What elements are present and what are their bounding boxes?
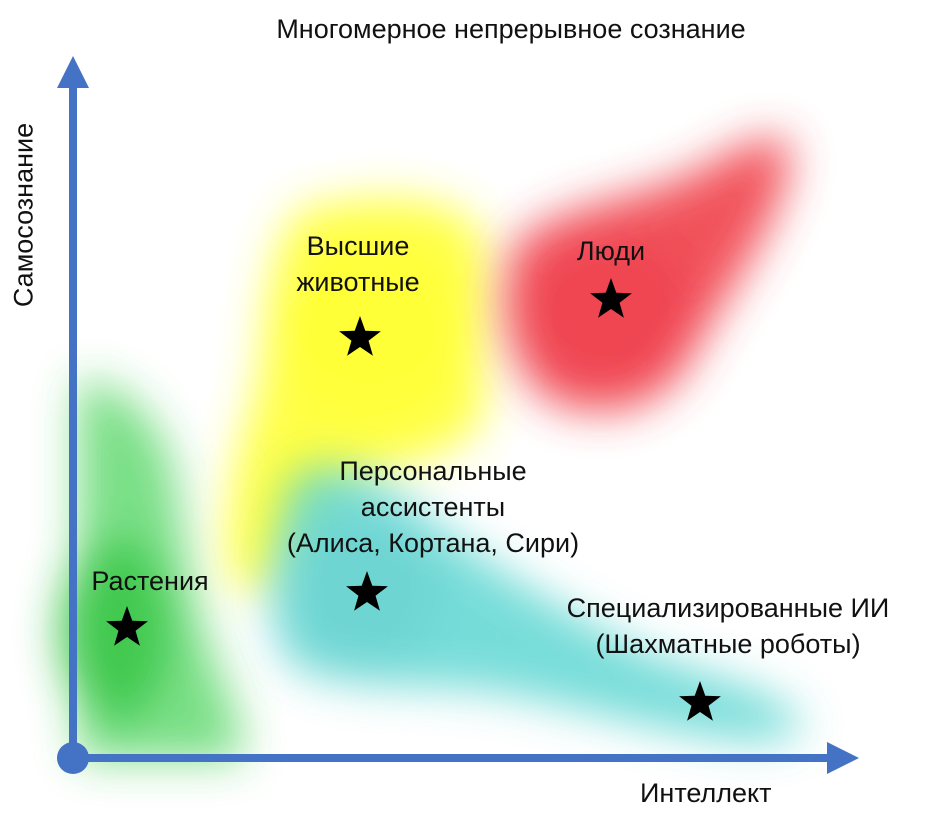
star-special-ai-icon <box>679 681 721 721</box>
label-humans-line-1: Люди <box>576 236 646 266</box>
label-special-ai-line-1: Специализированные ИИ <box>566 593 890 623</box>
star-assistants-icon <box>346 571 388 611</box>
label-animals-line-1: Высшие <box>306 231 410 261</box>
star-humans-icon <box>590 278 632 318</box>
label-plants: Растения <box>91 563 208 599</box>
axis-origin <box>57 742 89 774</box>
label-humans: Люди <box>577 233 645 269</box>
humans-region <box>504 137 791 412</box>
y-axis-label: Самосознание <box>8 122 39 308</box>
star-plants-icon <box>106 606 148 646</box>
label-assistants-line-2: ассистенты <box>360 492 506 522</box>
label-special-ai: Специализированные ИИ (Шахматные роботы) <box>567 590 890 662</box>
label-animals-line-2: животные <box>296 267 420 297</box>
label-assistants-line-3: (Алиса, Кортана, Сири) <box>286 528 580 558</box>
x-axis-label: Интеллект <box>640 778 772 808</box>
stars <box>106 278 721 721</box>
label-special-ai-line-2: (Шахматные роботы) <box>595 629 861 659</box>
label-assistants: Персональные ассистенты (Алиса, Кортана,… <box>287 453 579 561</box>
label-animals: Высшие животные <box>296 228 419 300</box>
label-plants-line-1: Растения <box>91 566 209 596</box>
diagram-title: Многомерное непрерывное сознание <box>276 14 746 44</box>
plants-region <box>60 380 244 760</box>
axes <box>57 56 859 774</box>
label-assistants-line-1: Персональные <box>339 456 527 486</box>
star-animals-icon <box>339 316 381 356</box>
